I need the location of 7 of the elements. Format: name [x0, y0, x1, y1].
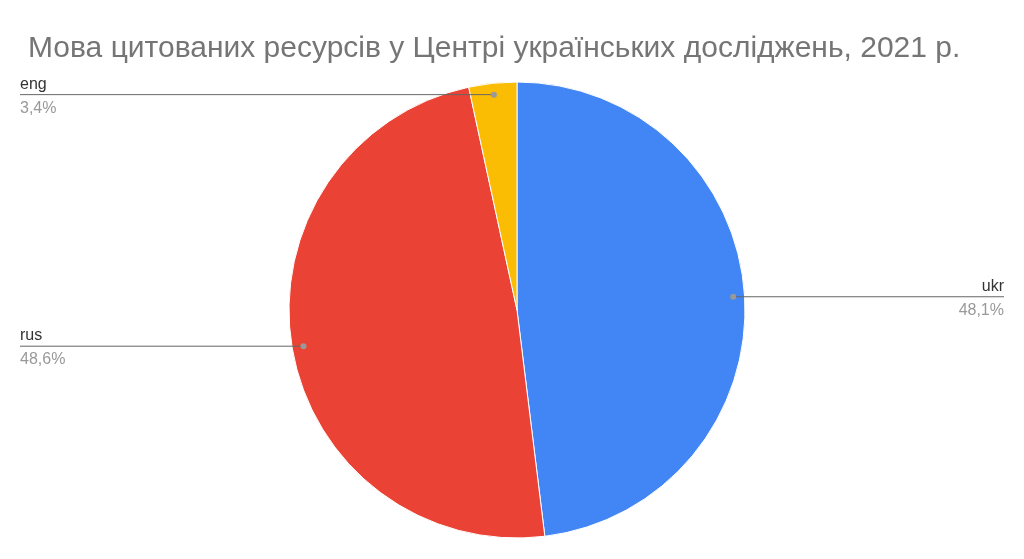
data-label: 48,1% [958, 300, 1004, 318]
slice-label: rus [20, 326, 43, 344]
data-label: 48,6% [20, 350, 66, 368]
data-label: 3,4% [20, 98, 57, 116]
slice-label: eng [20, 74, 47, 92]
slice-label: ukr [981, 276, 1005, 294]
chart-title: Мова цитованих ресурсів у Центрі українських досліджень, 2021 р. [28, 30, 961, 63]
